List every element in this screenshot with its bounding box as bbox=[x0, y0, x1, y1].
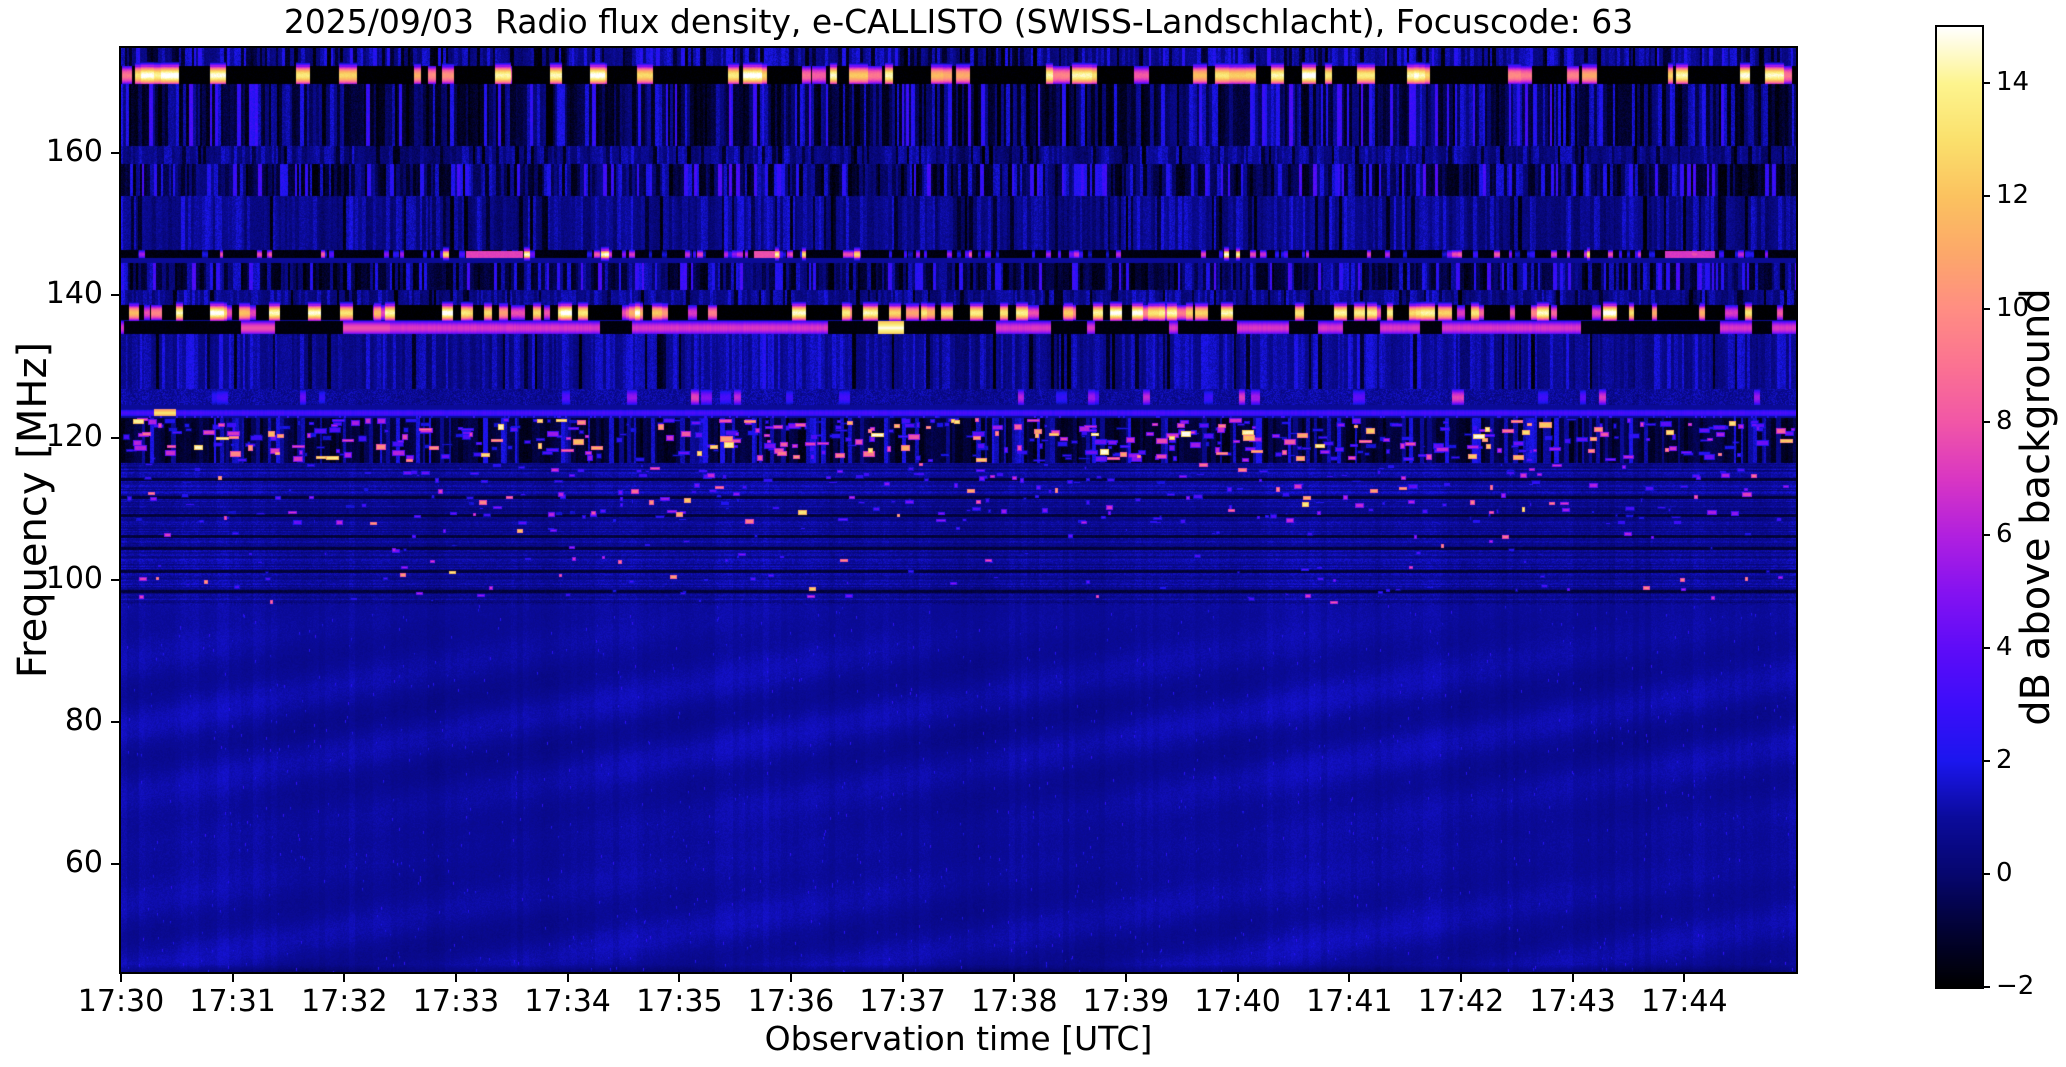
colorbar-tick-label: −2 bbox=[1996, 971, 2035, 1001]
y-tick-mark bbox=[111, 578, 121, 581]
x-tick-label: 17:30 bbox=[77, 984, 165, 1019]
y-tick-label: 60 bbox=[64, 844, 103, 880]
colorbar-tick-mark bbox=[1982, 534, 1990, 537]
colorbar-tick-mark bbox=[1982, 195, 1990, 198]
x-tick-label: 17:38 bbox=[971, 984, 1058, 1019]
x-tick-mark bbox=[678, 972, 681, 982]
colorbar-tick-label: 12 bbox=[1996, 180, 2030, 211]
x-tick-mark bbox=[1460, 972, 1462, 982]
x-tick-mark bbox=[1348, 972, 1351, 982]
x-tick-mark bbox=[455, 972, 457, 982]
y-tick-mark bbox=[111, 152, 121, 155]
colorbar-tick-mark bbox=[1982, 82, 1990, 85]
colorbar-tick-mark bbox=[1982, 873, 1990, 876]
x-tick-label: 17:39 bbox=[1082, 984, 1170, 1019]
colorbar-tick-label: 4 bbox=[1996, 632, 2013, 663]
x-tick-mark bbox=[1683, 972, 1686, 982]
x-tick-mark bbox=[1236, 972, 1239, 982]
x-tick-label: 17:36 bbox=[747, 984, 835, 1019]
colorbar-tick-mark bbox=[1982, 760, 1990, 763]
x-tick-mark bbox=[790, 972, 792, 982]
colorbar-tick-label: 2 bbox=[1996, 745, 2013, 776]
spectrogram-heatmap bbox=[121, 48, 1796, 972]
y-tick-label: 80 bbox=[64, 702, 103, 738]
y-tick-mark bbox=[111, 294, 121, 297]
y-tick-label: 160 bbox=[45, 134, 103, 170]
y-tick-label: 100 bbox=[45, 560, 103, 596]
x-tick-mark bbox=[1571, 972, 1574, 982]
colorbar-gradient bbox=[1937, 27, 1982, 987]
y-tick-mark bbox=[111, 720, 121, 723]
x-tick-label: 17:42 bbox=[1417, 984, 1505, 1019]
colorbar-tick-label: 6 bbox=[1996, 519, 2013, 550]
x-tick-mark bbox=[1125, 972, 1127, 982]
x-tick-label: 17:41 bbox=[1306, 984, 1393, 1019]
x-tick-mark bbox=[231, 972, 234, 982]
colorbar-label: dB above background bbox=[2013, 288, 2059, 726]
y-axis-label: Frequency [MHz] bbox=[10, 341, 56, 679]
x-tick-label: 17:43 bbox=[1529, 984, 1616, 1019]
colorbar-tick-label: 10 bbox=[1996, 293, 2030, 324]
x-tick-mark bbox=[1013, 972, 1016, 982]
x-tick-label: 17:32 bbox=[301, 984, 388, 1019]
colorbar-tick-mark bbox=[1982, 308, 1990, 311]
y-tick-label: 140 bbox=[45, 276, 103, 312]
colorbar-tick-mark bbox=[1982, 986, 1990, 988]
x-tick-mark bbox=[343, 972, 346, 982]
x-tick-mark bbox=[901, 972, 904, 982]
x-tick-label: 17:34 bbox=[524, 984, 611, 1019]
x-tick-label: 17:31 bbox=[189, 984, 276, 1019]
colorbar-tick-mark bbox=[1982, 421, 1990, 424]
x-tick-mark bbox=[120, 972, 122, 982]
y-tick-label: 120 bbox=[45, 418, 103, 454]
y-tick-mark bbox=[111, 436, 121, 439]
x-tick-label: 17:40 bbox=[1194, 984, 1281, 1019]
colorbar-tick-mark bbox=[1982, 647, 1990, 650]
x-tick-mark bbox=[566, 972, 569, 982]
colorbar-tick-label: 8 bbox=[1996, 406, 2013, 437]
x-axis-label: Observation time [UTC] bbox=[764, 1019, 1153, 1058]
y-tick-mark bbox=[111, 862, 121, 865]
x-tick-label: 17:37 bbox=[859, 984, 946, 1019]
chart-title: 2025/09/03 Radio flux density, e-CALLIST… bbox=[283, 2, 1634, 41]
x-tick-label: 17:33 bbox=[412, 984, 500, 1019]
colorbar-tick-label: 0 bbox=[1996, 858, 2013, 889]
colorbar-tick-label: 14 bbox=[1996, 67, 2030, 98]
x-tick-label: 17:44 bbox=[1641, 984, 1728, 1019]
x-tick-label: 17:35 bbox=[636, 984, 723, 1019]
